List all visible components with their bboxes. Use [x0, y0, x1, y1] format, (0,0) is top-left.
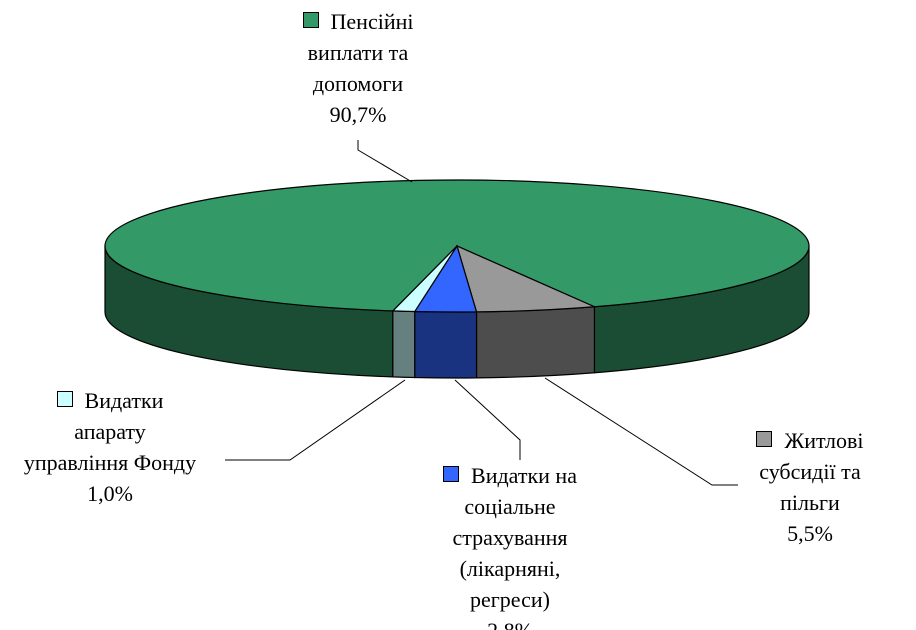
pie-slice: [391, 245, 458, 313]
slice-label: Видатки апарату управління Фонду 1,0%: [20, 385, 200, 509]
leader-line: [225, 379, 406, 461]
legend-swatch: [756, 431, 773, 447]
category-name: Видатки апарату управління Фонду: [23, 388, 197, 475]
value-label: 1,0%: [87, 481, 133, 506]
pie-side: [414, 310, 478, 379]
legend-swatch: [443, 466, 460, 482]
value-label: 2,8%: [420, 615, 600, 630]
category-name: Пенсійні виплати та допомоги: [307, 9, 414, 96]
value-label: 5,5%: [787, 521, 833, 546]
category-name: Видатки на соціальне страхування (лікарн…: [452, 463, 577, 612]
pie-side: [475, 306, 596, 379]
slice-label: Житлові субсидії та пільги 5,5%: [735, 425, 885, 549]
leader-line: [544, 377, 738, 486]
slice-label: Пенсійні виплати та допомоги 90,7%: [283, 6, 433, 130]
leader-line: [454, 379, 521, 460]
legend-swatch: [56, 391, 73, 407]
legend-swatch: [302, 12, 319, 28]
value-label: 90,7%: [329, 102, 387, 127]
pie-side: [392, 310, 416, 379]
slice-label: Видатки на соціальне страхування (лікарн…: [420, 460, 600, 630]
category-name: Житлові субсидії та пільги: [759, 428, 864, 515]
leader-line: [357, 140, 413, 183]
